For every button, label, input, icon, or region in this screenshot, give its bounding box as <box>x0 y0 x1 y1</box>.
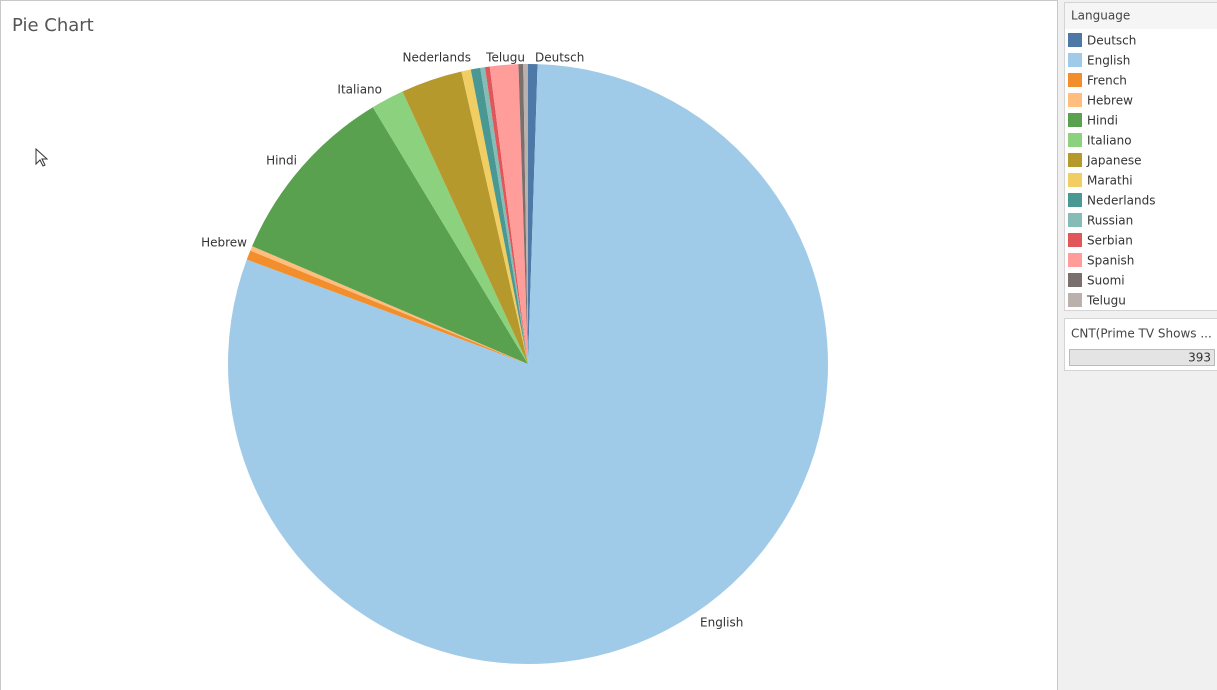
pie-slice <box>228 64 828 665</box>
legend-label: Hindi <box>1087 114 1118 128</box>
legend-swatch <box>1068 133 1082 147</box>
legend-label: Telugu <box>1086 294 1126 308</box>
size-legend-bar <box>1069 349 1215 366</box>
legend-swatch <box>1068 253 1082 267</box>
legend-label: Spanish <box>1087 254 1134 268</box>
slice-label: English <box>700 616 743 630</box>
slice-label: Telugu <box>485 51 525 65</box>
pie-slice <box>250 246 528 364</box>
pie-slice <box>402 71 528 365</box>
pie-slice <box>528 64 538 364</box>
legend-label: Italiano <box>1087 134 1132 148</box>
slice-label: Hebrew <box>201 236 247 250</box>
legend-label: Hebrew <box>1087 94 1133 108</box>
legend-label: Japanese <box>1086 154 1142 168</box>
pie-slice <box>470 67 528 364</box>
legend-swatch <box>1068 173 1082 187</box>
slice-label: Italiano <box>337 83 382 97</box>
size-legend-title: CNT(Prime TV Shows ... <box>1071 327 1212 341</box>
legend-swatch <box>1068 93 1082 107</box>
legend-swatch <box>1068 233 1082 247</box>
slice-label: Hindi <box>266 154 297 168</box>
pie-slice <box>484 66 528 364</box>
legend-swatch <box>1068 33 1082 47</box>
legend-swatch <box>1068 273 1082 287</box>
pie-slice <box>489 64 528 364</box>
chart-title: Pie Chart <box>12 15 94 36</box>
pie-slice <box>372 91 528 364</box>
legend-label: Suomi <box>1087 274 1125 288</box>
legend-swatch <box>1068 53 1082 67</box>
legend-label: Russian <box>1087 214 1133 228</box>
size-legend-value: 393 <box>1188 351 1211 365</box>
legend-header <box>1065 3 1217 29</box>
legend-label: French <box>1087 74 1127 88</box>
pie-slice <box>461 69 528 365</box>
pie-slice <box>480 67 528 364</box>
legend-swatch <box>1068 193 1082 207</box>
color-legend <box>1064 2 1217 311</box>
legend-swatch <box>1068 73 1082 87</box>
legend-title: Language <box>1071 9 1130 23</box>
pie-slice <box>252 107 528 364</box>
pie-slice <box>523 64 528 364</box>
legend-label: Deutsch <box>1087 34 1136 48</box>
slice-label: Nederlands <box>403 51 471 65</box>
legend-swatch <box>1068 213 1082 227</box>
legend-swatch <box>1068 113 1082 127</box>
legend-label: Serbian <box>1087 234 1133 248</box>
cursor <box>35 147 49 167</box>
legend-swatch <box>1068 153 1082 167</box>
legend-label: Marathi <box>1087 174 1133 188</box>
legend-swatch <box>1068 293 1082 307</box>
pie-slice <box>246 250 528 364</box>
pie-slice <box>518 64 528 365</box>
legend-label: English <box>1087 54 1130 68</box>
legend-label: Nederlands <box>1087 194 1155 208</box>
slice-label: Deutsch <box>535 51 584 65</box>
